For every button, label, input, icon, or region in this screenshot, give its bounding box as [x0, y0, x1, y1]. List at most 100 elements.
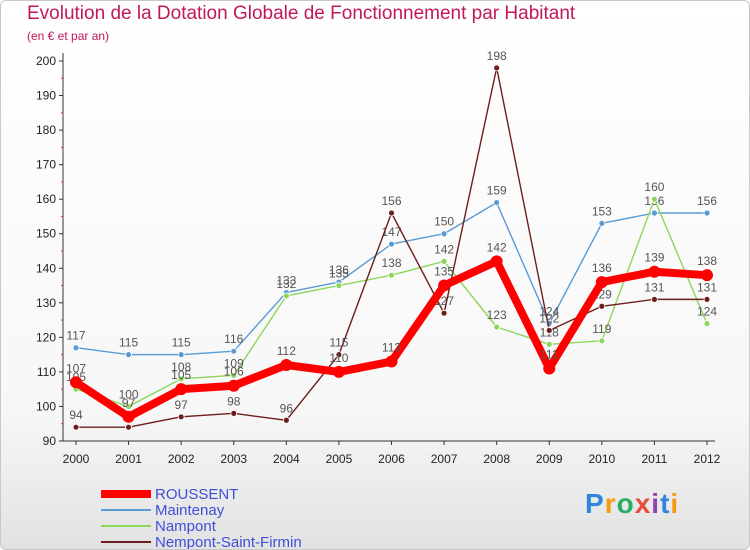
y-tick-label: 180: [36, 123, 56, 137]
data-label: 136: [592, 261, 612, 275]
data-point: [651, 209, 658, 217]
data-point: [125, 351, 132, 359]
data-label: 198: [487, 49, 507, 63]
data-point: [335, 282, 343, 289]
data-point: [595, 276, 608, 289]
data-point: [230, 347, 238, 355]
data-label: 142: [434, 242, 454, 256]
data-label: 94: [69, 408, 83, 422]
legend-swatch: [101, 525, 151, 527]
data-point: [280, 359, 293, 371]
data-point: [70, 376, 82, 389]
data-point: [440, 257, 448, 265]
data-label: 96: [280, 401, 294, 415]
data-label: 133: [276, 273, 296, 287]
data-label: 147: [381, 225, 401, 239]
data-point: [388, 209, 395, 217]
data-point: [125, 423, 132, 431]
data-point: [598, 219, 606, 227]
data-point: [332, 365, 345, 378]
data-label: 110: [329, 351, 348, 365]
data-label: 160: [644, 180, 664, 194]
data-point: [545, 327, 553, 334]
x-tick-label: 2001: [115, 452, 142, 466]
x-tick-label: 2006: [378, 452, 405, 466]
data-label: 132: [276, 277, 296, 291]
data-label: 123: [487, 308, 507, 322]
proxiti-logo: Proxiti: [585, 488, 680, 519]
data-label: 131: [697, 280, 717, 294]
chart-subtitle: (en € et par an): [27, 29, 110, 43]
data-point: [493, 64, 501, 72]
data-point: [177, 375, 185, 383]
legend-item: ROUSSENT: [101, 485, 302, 503]
data-label: 142: [487, 240, 507, 254]
x-tick-label: 2010: [588, 452, 615, 466]
data-point: [490, 255, 503, 268]
data-point: [282, 292, 290, 300]
y-tick-label: 100: [36, 399, 56, 413]
data-label: 105: [171, 368, 191, 382]
data-label: 119: [592, 322, 611, 336]
data-point: [385, 355, 398, 368]
data-point: [72, 344, 80, 352]
legend-item: Nampont: [101, 517, 302, 535]
y-tick-label: 160: [36, 192, 56, 206]
data-point: [125, 403, 132, 410]
y-tick-label: 140: [36, 261, 56, 275]
data-label: 117: [66, 329, 85, 343]
data-point: [598, 337, 606, 345]
data-label: 111: [540, 347, 559, 361]
legend-item: Nempont-Saint-Firmin: [101, 534, 302, 549]
y-tick-label: 120: [36, 330, 56, 344]
data-point: [545, 340, 553, 348]
data-label: 135: [329, 267, 349, 281]
data-point: [177, 351, 185, 359]
data-point: [598, 302, 606, 310]
data-label: 109: [224, 356, 244, 370]
legend-label: ROUSSENT: [155, 485, 239, 503]
data-label: 136: [329, 263, 349, 277]
x-tick-label: 2005: [326, 452, 353, 466]
x-tick-label: 2004: [273, 452, 300, 466]
x-tick-label: 2003: [220, 452, 247, 466]
data-point: [493, 323, 501, 331]
data-point: [543, 362, 556, 375]
legend-swatch: [101, 541, 151, 543]
data-label: 97: [174, 398, 188, 412]
legend-label: Nampont: [155, 517, 216, 535]
data-label: 97: [122, 396, 136, 410]
data-point: [335, 351, 343, 359]
legend-swatch: [101, 490, 151, 498]
data-point: [122, 410, 135, 423]
data-label: 113: [382, 341, 401, 355]
legend: ROUSSENT Maintenay Nampont Nempont-Saint-Fi…: [101, 485, 302, 549]
x-tick-label: 2009: [536, 452, 563, 466]
data-point: [651, 195, 658, 203]
y-tick-label: 200: [36, 54, 56, 68]
data-point: [230, 371, 238, 379]
data-label: 150: [434, 215, 454, 229]
data-point: [703, 320, 711, 327]
data-label: 131: [644, 280, 664, 294]
data-label: 122: [539, 311, 559, 325]
data-label: 138: [381, 256, 401, 270]
data-point: [388, 240, 395, 248]
data-label: 115: [119, 336, 138, 350]
y-tick-label: 150: [36, 227, 56, 241]
data-point: [651, 295, 658, 303]
data-point: [438, 279, 451, 292]
data-point: [177, 413, 185, 421]
data-label: 139: [644, 251, 664, 265]
data-point: [282, 416, 290, 424]
y-tick-label: 130: [36, 296, 56, 310]
x-tick-label: 2000: [63, 452, 90, 466]
y-tick-label: 170: [36, 158, 56, 172]
x-tick-label: 2011: [642, 452, 668, 466]
data-label: 115: [172, 336, 191, 350]
data-label: 138: [697, 254, 717, 268]
chart-title: Evolution de la Dotation Globale de Fonc…: [27, 3, 576, 24]
legend-item: Maintenay: [101, 502, 302, 519]
